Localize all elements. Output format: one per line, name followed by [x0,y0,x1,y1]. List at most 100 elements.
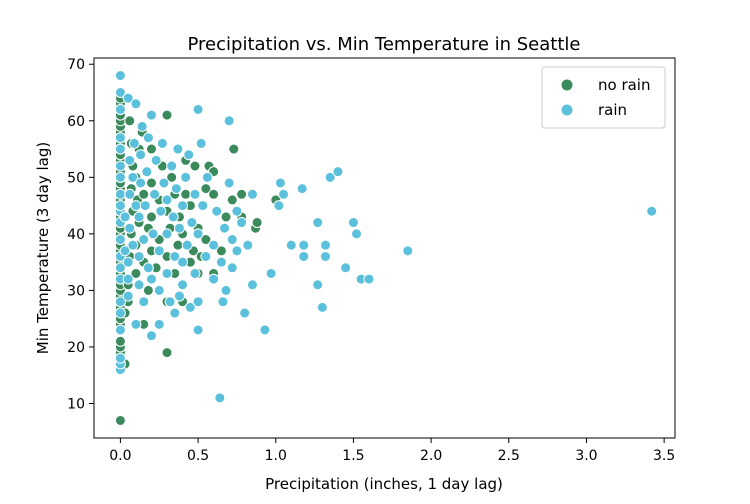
data-point-rain [133,250,145,262]
data-point-no-rain [130,267,142,279]
data-point-rain [265,267,277,279]
data-point-rain [181,239,193,251]
data-point-rain [153,318,165,330]
data-point-rain [223,177,235,189]
data-point-rain [114,188,126,200]
chart-title: Precipitation vs. Min Temperature in Sea… [188,34,581,55]
data-point-rain [114,324,126,336]
data-point-rain [217,296,229,308]
data-point-rain [150,154,162,166]
y-tick-label: 60 [67,114,85,130]
data-point-rain [138,296,150,308]
data-point-rain [208,273,220,285]
data-point-rain [189,188,201,200]
data-point-rain [114,103,126,115]
data-point-rain [145,109,157,121]
data-point-no-rain [145,177,157,189]
data-point-rain [298,239,310,251]
data-point-no-rain [172,239,184,251]
data-point-rain [226,262,238,274]
data-point-rain [119,245,131,257]
data-point-rain [363,273,375,285]
data-point-no-rain [215,245,227,257]
data-point-rain [153,245,165,257]
data-point-rain [124,222,136,234]
data-point-rain [130,200,142,212]
data-point-rain [122,273,134,285]
data-point-no-rain [228,143,240,155]
data-point-rain [128,137,140,149]
data-point-rain [236,217,248,229]
x-tick-label: 1.0 [265,448,287,464]
data-point-rain [184,301,196,313]
y-tick-label: 40 [67,227,85,243]
data-point-rain [127,239,139,251]
data-point-rain [231,245,243,257]
data-point-rain [192,324,204,336]
data-point-rain [177,279,189,291]
data-point-rain [147,228,159,240]
data-point-rain [177,256,189,268]
data-point-rain [273,200,285,212]
data-point-no-rain [166,171,178,183]
data-point-rain [122,256,134,268]
data-point-rain [192,296,204,308]
data-point-rain [351,228,363,240]
data-point-no-rain [114,414,126,426]
data-point-rain [169,307,181,319]
data-point-rain [127,171,139,183]
data-point-no-rain [142,284,154,296]
data-point-rain [153,284,165,296]
data-point-rain [274,177,286,189]
data-point-rain [278,188,290,200]
data-point-rain [142,132,154,144]
data-point-rain [226,234,238,246]
data-point-rain [130,318,142,330]
data-point-rain [195,137,207,149]
data-point-rain [646,205,658,217]
data-point-no-rain [251,217,263,229]
data-point-no-rain [189,160,201,172]
data-point-rain [246,188,258,200]
y-tick-label: 70 [67,57,85,73]
legend-label-no-rain: no rain [598,76,651,94]
x-tick-label: 3.5 [653,448,675,464]
data-point-rain [161,194,173,206]
data-point-rain [316,301,328,313]
y-tick-label: 10 [67,397,85,413]
data-point-rain [135,177,147,189]
data-point-rain [173,222,185,234]
data-point-rain [332,166,344,178]
data-point-rain [166,160,178,172]
data-point-rain [223,115,235,127]
data-point-rain [214,392,226,404]
x-tick-label: 2.5 [498,448,520,464]
y-tick-label: 50 [67,170,85,186]
data-point-rain [114,307,126,319]
data-point-rain [173,290,185,302]
data-point-rain [239,307,251,319]
data-point-rain [124,154,136,166]
data-point-rain [122,92,134,104]
data-point-rain [180,171,192,183]
data-point-rain [114,234,126,246]
y-axis-ticks: 10 20 30 40 50 60 70 [67,57,94,413]
data-point-rain [170,183,182,195]
data-point-rain [218,222,230,234]
data-point-no-rain [236,188,248,200]
data-point-rain [172,143,184,155]
data-point-rain [161,267,173,279]
data-point-no-rain [145,211,157,223]
data-point-no-rain [200,183,212,195]
data-point-rain [208,239,220,251]
data-point-rain [169,250,181,262]
data-point-no-rain [226,194,238,206]
data-point-rain [177,200,189,212]
data-point-rain [167,211,179,223]
data-point-no-rain [208,188,220,200]
data-point-rain [119,211,131,223]
legend-marker-no-rain [560,78,574,92]
data-point-rain [114,296,126,308]
